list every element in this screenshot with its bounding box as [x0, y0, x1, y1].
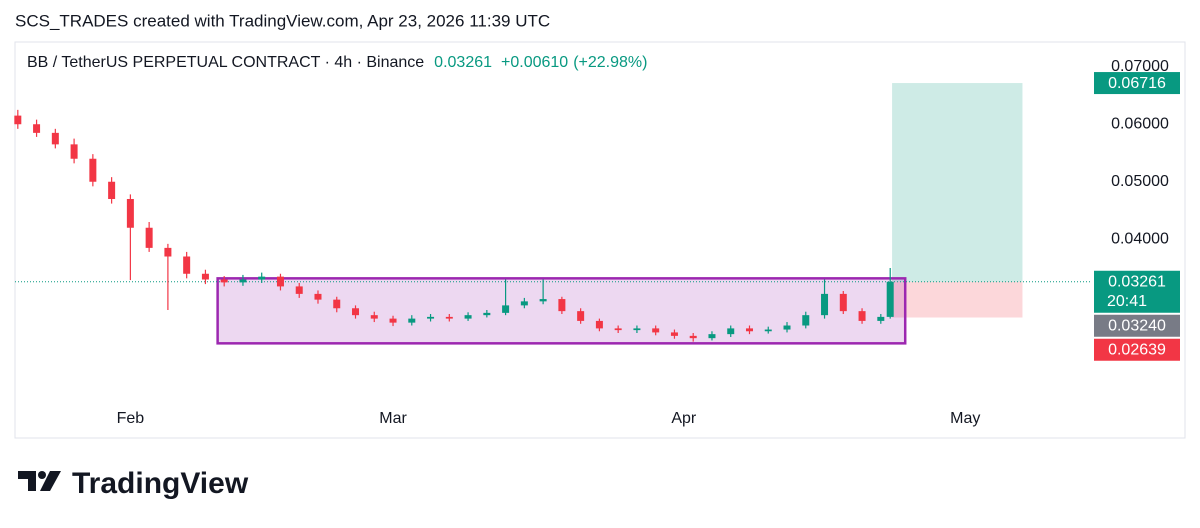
- candle-body: [483, 312, 491, 316]
- candle-body: [689, 335, 697, 339]
- candle-body: [258, 276, 266, 280]
- chart-title: BB / TetherUS PERPETUAL CONTRACT · 4h · …: [27, 54, 424, 71]
- candle-body: [427, 316, 435, 319]
- candle-body: [33, 124, 41, 133]
- candle-body: [708, 334, 716, 339]
- price-label: 0.03240: [1108, 317, 1166, 334]
- candle-body: [370, 315, 378, 319]
- logo-part: [18, 471, 36, 491]
- candle-body: [652, 328, 660, 333]
- candle-body: [802, 315, 810, 326]
- candle-body: [164, 247, 172, 257]
- candle-body: [577, 311, 585, 321]
- candle-body: [70, 144, 78, 159]
- price-label-box: [1094, 314, 1180, 337]
- candle-body: [14, 115, 22, 125]
- candle-body: [89, 158, 97, 182]
- candle-body: [614, 328, 622, 331]
- candle-body: [464, 315, 472, 319]
- candle-body: [670, 332, 678, 336]
- candle-body: [745, 328, 753, 332]
- logo-part: [40, 471, 61, 491]
- x-tick-label: Apr: [671, 410, 697, 427]
- position-profit-zone: [892, 83, 1023, 282]
- candle-body: [539, 299, 547, 302]
- candle-body: [126, 198, 134, 228]
- candle-body: [727, 328, 735, 335]
- candle-body: [314, 293, 322, 300]
- price-label: 0.02639: [1108, 341, 1166, 358]
- legend-change: +0.00610: [501, 54, 568, 71]
- candle-body: [783, 325, 791, 330]
- candle-body: [108, 181, 116, 199]
- candle-body: [520, 301, 528, 306]
- price-label-box: [1094, 72, 1180, 95]
- brand-logo: [18, 471, 61, 491]
- candle-body: [633, 328, 641, 331]
- candle-body: [408, 318, 416, 323]
- x-tick-label: May: [950, 410, 980, 427]
- countdown-label: 20:41: [1107, 293, 1147, 310]
- logo-part: [38, 471, 46, 479]
- brand-name: TradingView: [72, 467, 249, 500]
- chart-frame: [14, 41, 1186, 439]
- candle-body: [858, 311, 866, 321]
- candle-body: [877, 316, 885, 321]
- x-tick-label: Mar: [379, 410, 407, 427]
- candle-body: [821, 293, 829, 316]
- y-tick-label: 0.04000: [1111, 230, 1169, 247]
- candle-body: [595, 320, 603, 329]
- candle-body: [145, 227, 153, 248]
- legend-last: 0.03261: [434, 54, 492, 71]
- candle-body: [886, 281, 894, 317]
- price-label-box: [1094, 270, 1180, 313]
- candle-body: [352, 308, 360, 316]
- y-tick-label: 0.05000: [1111, 173, 1169, 190]
- candle-body: [502, 305, 510, 313]
- header: SCS_TRADES created with TradingView.com,…: [15, 11, 550, 30]
- candle-body: [220, 279, 228, 283]
- x-tick-label: Feb: [117, 410, 145, 427]
- candle-body: [839, 293, 847, 312]
- candle-body: [764, 329, 772, 332]
- position-loss-zone: [892, 281, 1023, 318]
- y-tick-label: 0.06000: [1111, 115, 1169, 132]
- candle-body: [239, 279, 247, 283]
- candle-body: [183, 256, 191, 274]
- candle-body: [389, 318, 397, 323]
- price-label: 0.06716: [1108, 75, 1166, 92]
- price-label: 0.03261: [1108, 273, 1166, 290]
- candle-body: [445, 316, 453, 319]
- candle-body: [295, 286, 303, 294]
- candle-body: [201, 273, 209, 280]
- candle-body: [558, 299, 566, 312]
- candle-body: [51, 132, 59, 145]
- candle-body: [276, 276, 284, 287]
- candle-body: [333, 299, 341, 309]
- y-tick-label: 0.07000: [1111, 58, 1169, 75]
- legend-change-pct: (+22.98%): [573, 54, 647, 71]
- price-label-box: [1094, 338, 1180, 361]
